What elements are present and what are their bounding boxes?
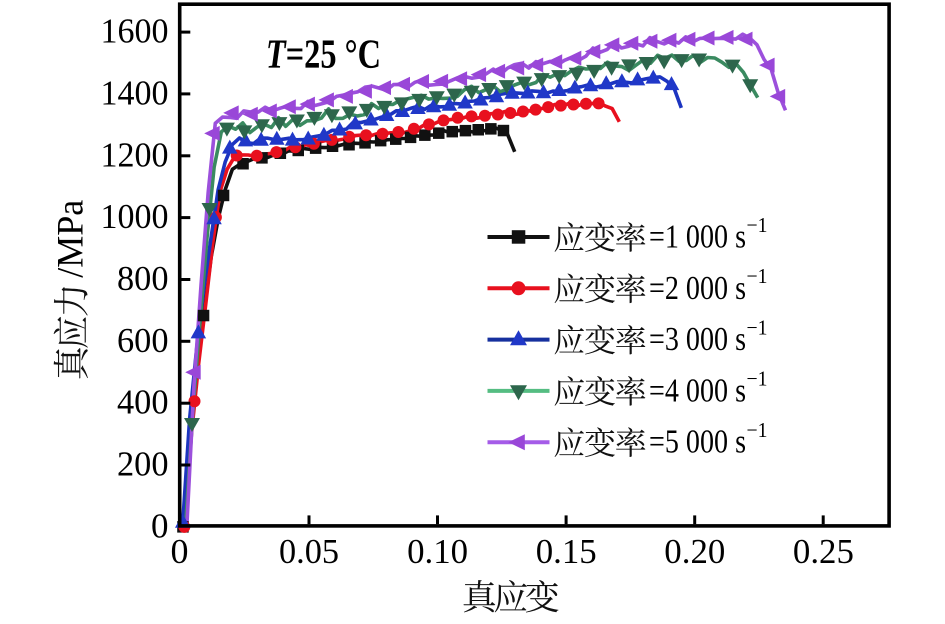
svg-text:−1: −1 bbox=[747, 367, 768, 391]
svg-text:/MPa: /MPa bbox=[51, 200, 92, 278]
svg-text:0.25: 0.25 bbox=[793, 532, 854, 571]
svg-text:T=25 °C: T=25 °C bbox=[266, 31, 381, 76]
svg-text:1400: 1400 bbox=[101, 73, 169, 112]
svg-text:=3 000 s: =3 000 s bbox=[649, 321, 746, 358]
svg-text:−1: −1 bbox=[747, 418, 768, 442]
svg-text:600: 600 bbox=[117, 321, 169, 360]
svg-text:1600: 1600 bbox=[101, 12, 169, 51]
svg-text:0.10: 0.10 bbox=[407, 532, 468, 571]
svg-text:=5 000 s: =5 000 s bbox=[649, 424, 746, 461]
svg-text:−1: −1 bbox=[747, 264, 768, 288]
svg-text:−1: −1 bbox=[747, 213, 768, 237]
svg-text:=4 000 s: =4 000 s bbox=[649, 372, 746, 409]
svg-text:200: 200 bbox=[117, 445, 169, 484]
svg-text:400: 400 bbox=[117, 383, 169, 422]
svg-text:=1 000 s: =1 000 s bbox=[649, 219, 746, 256]
svg-text:0.20: 0.20 bbox=[664, 532, 725, 571]
svg-text:0: 0 bbox=[151, 506, 169, 545]
svg-text:1200: 1200 bbox=[101, 135, 169, 174]
svg-text:0.05: 0.05 bbox=[279, 532, 339, 571]
svg-text:=2 000 s: =2 000 s bbox=[649, 270, 746, 307]
svg-text:800: 800 bbox=[117, 259, 169, 298]
svg-text:−1: −1 bbox=[747, 315, 768, 339]
svg-text:0.15: 0.15 bbox=[536, 532, 597, 571]
svg-text:0: 0 bbox=[171, 532, 189, 571]
svg-text:1000: 1000 bbox=[101, 197, 169, 236]
